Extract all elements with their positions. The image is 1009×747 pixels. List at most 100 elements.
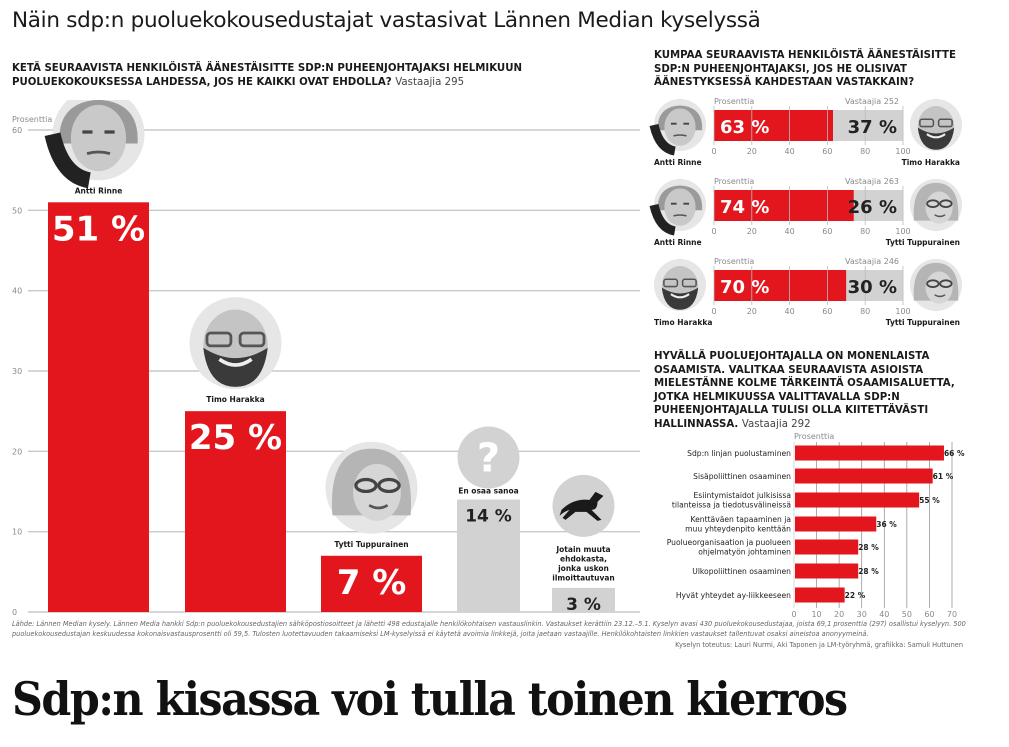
skill-label-3: Esiintymistaidot julkisissa tilanteissa j… [672, 491, 791, 510]
skill-bar-3 [795, 492, 920, 508]
bar-4 [457, 499, 520, 612]
respondents: Vastaajia 252 [845, 97, 899, 106]
x-tick-60: 60 [822, 307, 832, 316]
skill-bar-4 [795, 516, 877, 532]
photo-antti-rinne [649, 99, 706, 156]
x-tick-40: 40 [785, 227, 795, 236]
x-tick-70: 70 [947, 610, 957, 619]
x-tick-50: 50 [902, 610, 912, 619]
bar-label-b: 26 % [848, 197, 897, 218]
photo-timo-harakka [910, 99, 962, 151]
bar-3 [321, 555, 422, 612]
photo-tytti-tuppurainen-glasses-l [926, 199, 940, 208]
x-tick-0: 0 [711, 307, 716, 316]
x-tick-60: 60 [822, 227, 832, 236]
photo-timo-harakka-glasses-l [205, 331, 233, 348]
x-tick-40: 40 [879, 610, 889, 619]
question-1-text: KETÄ SEURAAVISTA HENKILÖISTÄ ÄÄNESTÄISIT… [12, 63, 522, 88]
photo-timo-harakka-smile [670, 293, 690, 299]
question-1: KETÄ SEURAAVISTA HENKILÖISTÄ ÄÄNESTÄISIT… [12, 62, 612, 90]
x-tick-40: 40 [785, 147, 795, 156]
x-tick-80: 80 [860, 147, 870, 156]
bar-label-5: 3 % [566, 595, 601, 615]
source-note: Lähde: Lännen Median kysely. Lännen Medi… [12, 620, 966, 638]
skill-value-4: 36 % [876, 520, 897, 529]
x-tick-0: 0 [791, 610, 796, 619]
photo-timo-harakka-glasses-l [663, 278, 679, 288]
bar-label-3: 7 % [337, 563, 407, 603]
skill-label-6: Ulkopoliittinen osaaminen [692, 567, 791, 576]
skill-label-4: Kenttäväen tapaaminen ja muu yhteydenpito… [685, 515, 791, 534]
x-tick-100: 100 [895, 307, 910, 316]
bar-antti-rinne [714, 190, 854, 221]
x-tick-30: 30 [857, 610, 867, 619]
candidate-name-2: Timo Harakka [206, 395, 264, 404]
bar-label-2: 25 % [189, 418, 282, 458]
bar-label-a: 74 % [720, 197, 769, 218]
x-tick-20: 20 [747, 147, 757, 156]
photo-antti-rinne-mouth [673, 214, 687, 217]
skill-bar-5 [795, 539, 859, 555]
bar-antti-rinne [714, 110, 834, 141]
bar-tytti-tuppurainen [853, 190, 903, 221]
x-axis-label: Prosenttia [714, 177, 754, 186]
x-axis-label: Prosenttia [714, 257, 754, 266]
photo-timo-harakka-beard [917, 127, 955, 150]
bar-label-4: 14 % [465, 507, 512, 527]
photo-tytti-tuppurainen [325, 441, 418, 534]
photo-timo-harakka-glasses-r [681, 278, 697, 288]
x-tick-60: 60 [924, 610, 934, 619]
bar-timo-harakka [833, 110, 903, 141]
photo-timo-harakka [654, 259, 706, 311]
skill-value-1: 66 % [944, 449, 965, 458]
skill-label-5: Puolueorganisaation ja puolueen ohjelmaty… [667, 538, 791, 557]
x-tick-20: 20 [747, 307, 757, 316]
skill-value-2: 61 % [933, 472, 954, 481]
x-tick-80: 80 [860, 307, 870, 316]
x-tick-20: 20 [747, 227, 757, 236]
head-to-head-3: Prosenttia Vastaajia 246 0 20 40 60 80 100 70 % 3… [640, 252, 1009, 332]
x-tick-0: 0 [711, 147, 716, 156]
respondents: Vastaajia 246 [845, 257, 899, 266]
y-tick-10: 10 [12, 528, 22, 537]
bar-label-a: 70 % [720, 277, 769, 298]
head-to-head-2: Prosenttia Vastaajia 263 0 20 40 60 80 100 74 % 2… [640, 172, 1009, 252]
x-tick-20: 20 [834, 610, 844, 619]
bar-2 [185, 411, 286, 612]
photo-tytti-tuppurainen-glasses-r [377, 477, 401, 494]
x-tick-100: 100 [895, 147, 910, 156]
x-axis-label: Prosenttia [714, 97, 754, 106]
skill-value-7: 22 % [845, 591, 866, 600]
photo-tytti-tuppurainen [910, 259, 962, 311]
photo-antti-rinne-collar [649, 203, 676, 236]
photo-tytti-tuppurainen [910, 179, 962, 231]
y-tick-60: 60 [12, 126, 22, 135]
bar-5 [552, 587, 615, 612]
name-left: Timo Harakka [654, 318, 712, 327]
bar-label-a: 63 % [720, 117, 769, 138]
main-candidate-chart: Prosenttia 0 10 20 30 40 50 60 51 % Antti Rinne 25… [12, 100, 640, 617]
photo-tytti-tuppurainen-glasses-r [939, 199, 953, 208]
photo-timo-harakka-smile [218, 357, 253, 367]
photo-timo-harakka-glasses-r [937, 118, 953, 128]
photo-timo-harakka-beard [661, 287, 699, 310]
x-tick-0: 0 [711, 227, 716, 236]
photo-timo-harakka-smile [926, 133, 946, 139]
photo-antti-rinne-skin [70, 104, 127, 172]
skill-bar-1 [795, 445, 944, 461]
x-axis-label: Prosenttia [794, 432, 834, 441]
photo-timo-harakka [189, 297, 282, 390]
photo-antti-rinne-mouth [86, 150, 111, 155]
photo-tytti-tuppurainen-glasses-r [939, 279, 953, 288]
question-1-respondents: Vastaajia 295 [395, 77, 465, 88]
bar-timo-harakka [714, 270, 847, 301]
photo-antti-rinne-skin [664, 108, 696, 146]
skill-label-7: Hyvät yhteydet ay-liikkeeseen [676, 591, 791, 600]
name-right: Tytti Tuppurainen [886, 238, 960, 247]
page-title: Näin sdp:n puoluekokousedustajat vastasi… [12, 8, 761, 33]
x-tick-10: 10 [811, 610, 821, 619]
x-tick-40: 40 [785, 307, 795, 316]
photo-tytti-tuppurainen-mouth [934, 214, 946, 218]
question-3-respondents: Vastaajia 292 [741, 418, 811, 430]
skill-label-2: Sisäpoliittinen osaaminen [693, 472, 791, 481]
